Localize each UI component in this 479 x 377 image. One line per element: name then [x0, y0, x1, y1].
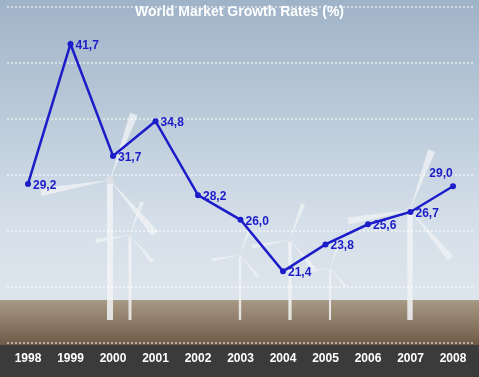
x-tick-label: 2001 [142, 351, 169, 365]
data-label: 26,7 [416, 206, 440, 220]
grid-line [7, 119, 474, 120]
background-sky [0, 0, 479, 377]
data-label: 26,0 [246, 214, 270, 228]
x-tick-label: 2005 [312, 351, 339, 365]
x-tick-label: 2000 [100, 351, 127, 365]
data-group [25, 41, 456, 274]
data-point [25, 181, 31, 187]
grid-line [7, 175, 474, 176]
x-tick-label: 2008 [440, 351, 467, 365]
x-tick-label: 2002 [185, 351, 212, 365]
data-point [238, 217, 244, 223]
data-label: 29,0 [429, 166, 453, 180]
chart-title: World Market Growth Rates (%) [135, 3, 344, 19]
data-label: 29,2 [33, 178, 57, 192]
data-label: 41,7 [76, 38, 100, 52]
label-strip [0, 345, 479, 377]
series-line [28, 44, 453, 271]
x-tick-label: 2004 [270, 351, 297, 365]
x-tick-label: 2006 [355, 351, 382, 365]
x-tick-label: 2003 [227, 351, 254, 365]
grid-line [7, 231, 474, 232]
data-point [408, 209, 414, 215]
data-point [450, 183, 456, 189]
data-label: 23,8 [331, 238, 355, 252]
x-tick-label: 2007 [397, 351, 424, 365]
data-label: 25,6 [373, 218, 397, 232]
grid-line [7, 343, 474, 344]
x-tick-label: 1998 [15, 351, 42, 365]
grid-line [7, 287, 474, 288]
turbine [212, 228, 259, 320]
x-tick-label: 1999 [57, 351, 84, 365]
turbine [95, 201, 154, 320]
data-point [68, 41, 74, 47]
turbine [306, 244, 347, 320]
data-point [323, 241, 329, 247]
turbine [40, 113, 158, 320]
chart-svg: 1998 1999 2000 2001 2002 2003 2004 2005 2006 2007… [0, 0, 479, 377]
data-point [280, 268, 286, 274]
chart-root: 1998 1999 2000 2001 2002 2003 2004 2005 2006 2007… [0, 0, 479, 377]
data-label: 34,8 [161, 115, 185, 129]
data-point [110, 153, 116, 159]
data-point [195, 192, 201, 198]
data-point [153, 118, 159, 124]
data-label: 31,7 [118, 150, 142, 164]
data-label: 21,4 [288, 265, 312, 279]
data-label: 28,2 [203, 189, 227, 203]
data-point [365, 221, 371, 227]
